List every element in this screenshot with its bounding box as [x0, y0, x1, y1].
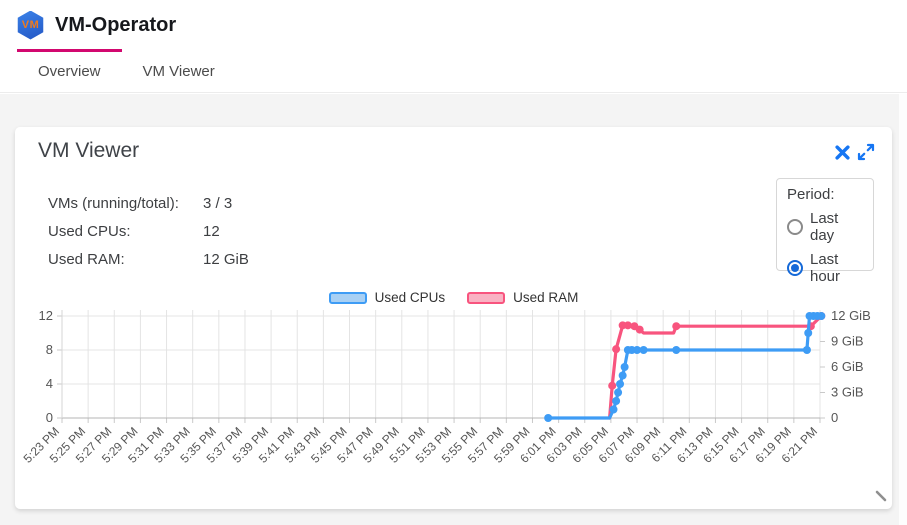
tab-bar: Overview VM Viewer	[0, 49, 907, 93]
vm-stats: VMs (running/total): 3 / 3 Used CPUs: 12…	[48, 189, 249, 273]
expand-button[interactable]	[857, 143, 875, 161]
stat-cpus-value: 12	[203, 222, 220, 240]
stat-vms-label: VMs (running/total):	[48, 194, 179, 212]
app-title: VM-Operator	[55, 13, 177, 36]
card-title: VM Viewer	[38, 139, 140, 162]
svg-text:8: 8	[46, 342, 53, 357]
svg-text:3 GiB: 3 GiB	[831, 385, 864, 400]
page-content: VM Viewer VMs (running/total): 3 / 3 Use…	[0, 94, 907, 525]
svg-text:0: 0	[831, 410, 838, 425]
stat-vms-value: 3 / 3	[203, 194, 233, 212]
chart-legend: Used CPUs Used RAM	[15, 290, 892, 305]
usage-chart: 5:23 PM 5:25 PM 5:27 PM 5:29 PM 5:31 PM 5:33 …	[15, 301, 892, 491]
tab-overview[interactable]: Overview	[17, 49, 122, 92]
resize-handle[interactable]	[874, 489, 888, 503]
svg-text:4: 4	[46, 376, 53, 391]
vm-viewer-card: VM Viewer VMs (running/total): 3 / 3 Use…	[15, 127, 892, 509]
stat-ram-label: Used RAM:	[48, 250, 125, 268]
tab-vm-viewer[interactable]: VM Viewer	[142, 62, 215, 80]
stat-cpus-label: Used CPUs:	[48, 222, 131, 240]
legend-used-ram-swatch	[467, 291, 506, 304]
legend-used-cpus[interactable]: Used CPUs	[328, 290, 446, 305]
expand-icon	[857, 143, 875, 161]
radio-last-hour-label: Last hour	[810, 251, 841, 285]
scrollbar-track[interactable]	[899, 94, 907, 525]
legend-used-ram-label: Used RAM	[513, 290, 579, 305]
app-logo-icon: VM	[17, 10, 44, 40]
radio-last-hour-icon[interactable]	[787, 260, 803, 276]
legend-used-cpus-label: Used CPUs	[374, 290, 446, 305]
stat-ram-value: 12 GiB	[203, 250, 249, 268]
chart-svg: 5:23 PM5:25 PM5:27 PM5:29 PM5:31 PM5:33 …	[21, 308, 871, 466]
svg-text:12 GiB: 12 GiB	[831, 308, 871, 323]
stat-ram: Used RAM: 12 GiB	[48, 245, 249, 273]
radio-last-day-icon[interactable]	[787, 219, 803, 235]
radio-last-day-label: Last day	[810, 210, 839, 244]
close-button[interactable]	[835, 145, 850, 160]
svg-text:12: 12	[39, 308, 53, 323]
stat-vms: VMs (running/total): 3 / 3	[48, 189, 249, 217]
period-label: Period:	[787, 186, 835, 203]
svg-text:6 GiB: 6 GiB	[831, 359, 864, 374]
close-icon	[835, 145, 850, 160]
app-header: VM VM-Operator	[0, 0, 907, 50]
svg-text:9 GiB: 9 GiB	[831, 334, 864, 349]
radio-last-day[interactable]: Last day	[787, 210, 863, 244]
radio-last-hour[interactable]: Last hour	[787, 251, 863, 285]
legend-used-ram[interactable]: Used RAM	[467, 290, 578, 305]
stat-cpus: Used CPUs: 12	[48, 217, 249, 245]
legend-used-cpus-swatch	[328, 291, 367, 304]
svg-text:0: 0	[46, 410, 53, 425]
period-panel: Period: Last day Last hour	[776, 178, 874, 285]
